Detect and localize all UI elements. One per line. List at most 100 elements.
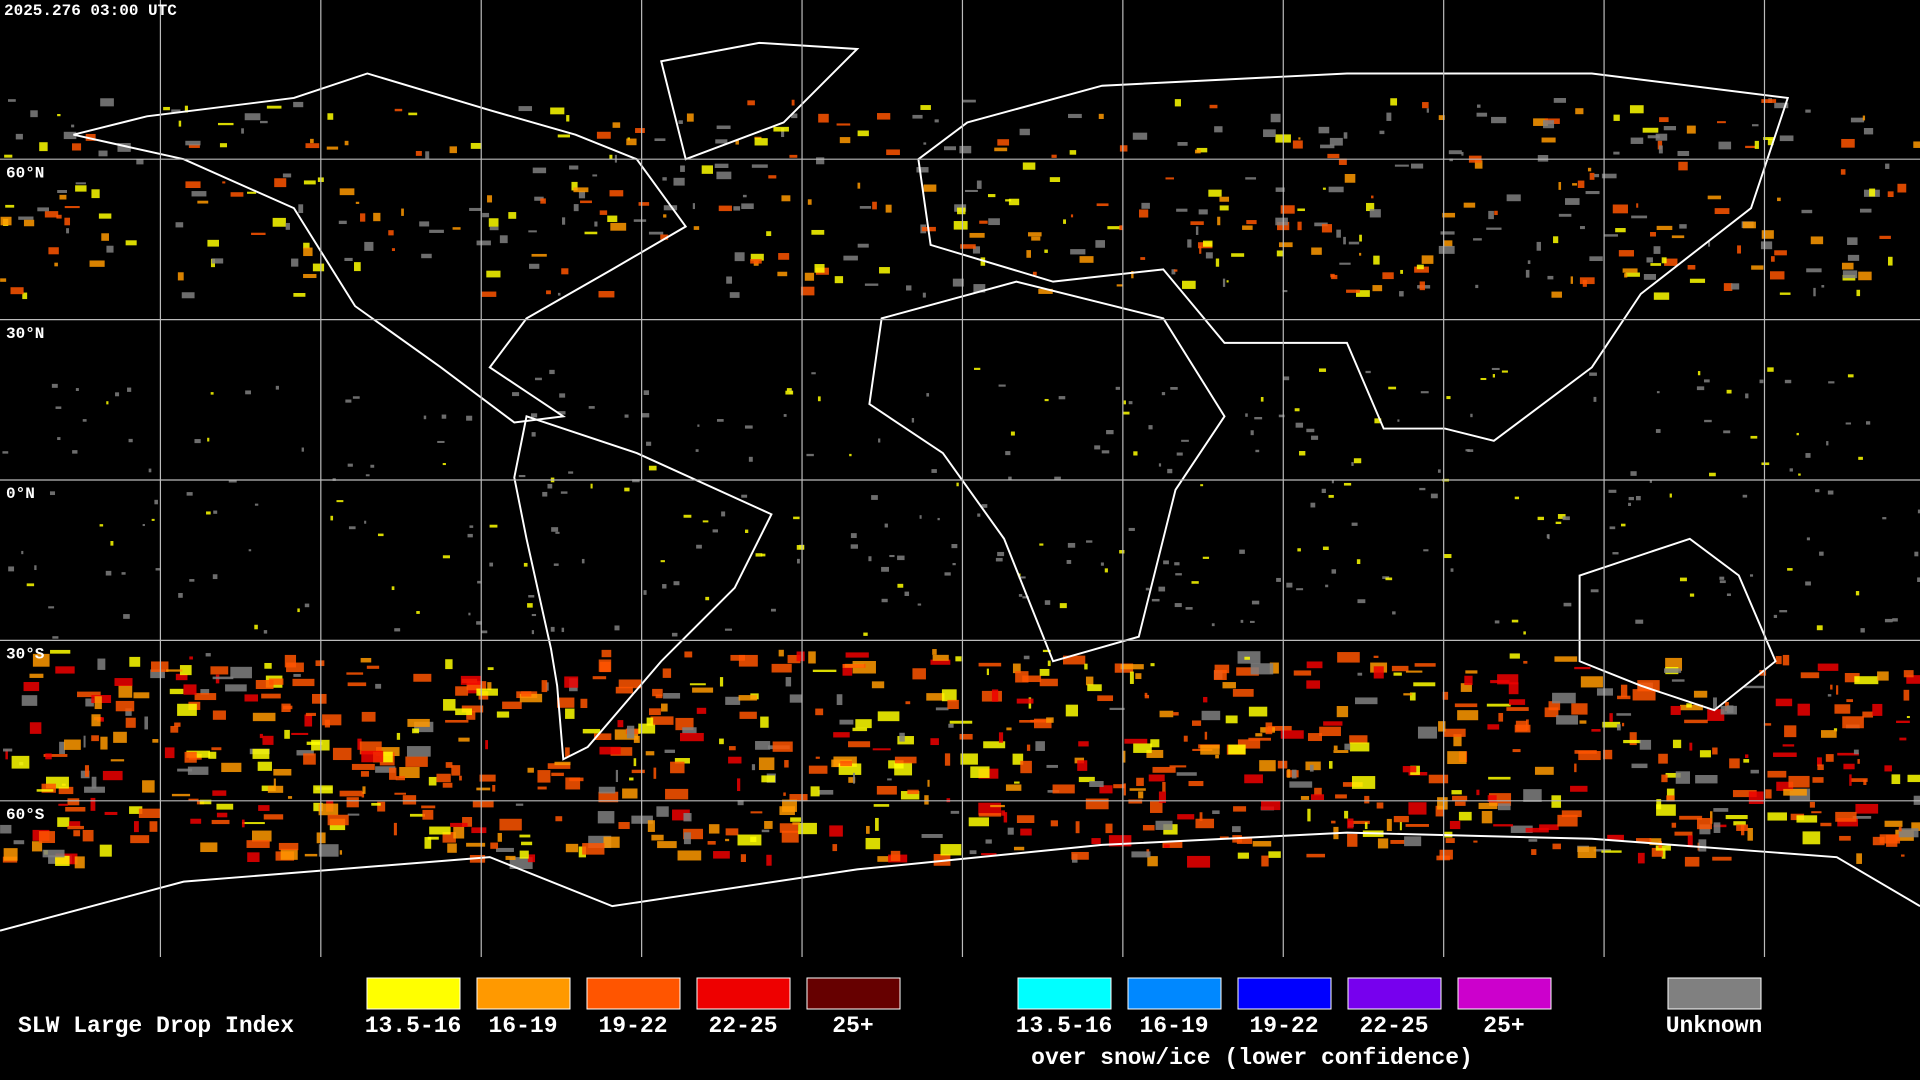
cloud-patch — [1128, 527, 1135, 531]
cloud-patch — [190, 818, 202, 824]
cloud-patch — [1775, 656, 1782, 665]
cloud-patch — [1348, 241, 1360, 245]
cloud-patch — [318, 803, 339, 816]
cloud-patch — [441, 414, 447, 419]
cloud-patch — [1038, 288, 1053, 294]
cloud-patch — [0, 278, 7, 282]
legend-swatch — [1127, 977, 1222, 1010]
cloud-patch — [1095, 240, 1105, 248]
cloud-patch — [1385, 577, 1393, 581]
cloud-patch — [1841, 262, 1854, 270]
cloud-patch — [610, 222, 627, 231]
cloud-patch — [955, 656, 962, 662]
cloud-patch — [1306, 680, 1321, 689]
cloud-patch — [377, 533, 384, 537]
cloud-patch — [1150, 801, 1163, 813]
cloud-patch — [962, 99, 976, 103]
cloud-patch — [876, 785, 897, 795]
cloud-patch — [760, 716, 769, 728]
cloud-patch — [1543, 120, 1555, 129]
cloud-patch — [90, 797, 96, 811]
cloud-patch — [1399, 822, 1402, 831]
cloud-patch — [818, 113, 829, 123]
cloud-patch — [1297, 221, 1302, 231]
cloud-patch — [785, 677, 792, 687]
cloud-patch — [1761, 99, 1777, 103]
cloud-patch — [1580, 676, 1603, 688]
cloud-patch — [175, 673, 188, 681]
cloud-patch — [273, 778, 276, 790]
cloud-patch — [1359, 252, 1362, 256]
cloud-patch — [671, 632, 678, 637]
cloud-patch — [1649, 838, 1662, 846]
cloud-patch — [1252, 841, 1272, 847]
cloud-patch — [1767, 770, 1787, 778]
cloud-patch — [22, 292, 28, 300]
cloud-patch — [1277, 760, 1288, 769]
cloud-patch — [652, 688, 663, 697]
cloud-patch — [806, 453, 814, 457]
cloud-patch — [63, 131, 77, 140]
cloud-patch — [1885, 163, 1890, 169]
cloud-patch — [1364, 795, 1370, 804]
cloud-patch — [565, 843, 579, 853]
cloud-patch — [461, 705, 484, 713]
cloud-patch — [1022, 162, 1036, 170]
cloud-patch — [1428, 774, 1449, 784]
cloud-patch — [1318, 368, 1327, 372]
cloud-patch — [18, 216, 34, 220]
cloud-patch — [481, 291, 497, 297]
cloud-patch — [91, 735, 99, 742]
cloud-patch — [1558, 213, 1572, 217]
cloud-patch — [1826, 441, 1829, 446]
cloud-patch — [293, 101, 304, 108]
cloud-patch — [653, 767, 657, 779]
cloud-patch — [117, 143, 131, 152]
cloud-patch — [1575, 108, 1584, 115]
cloud-patch — [730, 654, 745, 661]
cloud-patch — [1732, 790, 1757, 798]
cloud-patch — [1494, 210, 1498, 216]
cloud-patch — [1460, 683, 1472, 692]
cloud-patch — [1292, 140, 1303, 149]
cloud-patch — [646, 441, 652, 446]
cloud-patch — [154, 499, 158, 505]
cloud-patch — [1105, 823, 1113, 834]
cloud-patch — [1713, 808, 1729, 812]
cloud-patch — [23, 219, 35, 227]
cloud-patch — [1784, 725, 1797, 738]
cloud-patch — [470, 142, 482, 149]
cloud-patch — [1670, 705, 1681, 715]
cloud-patch — [1242, 225, 1253, 230]
latitude-label: 30°N — [6, 325, 44, 343]
cloud-patch — [1613, 151, 1620, 155]
cloud-patch — [1856, 853, 1862, 864]
cloud-patch — [1422, 102, 1429, 109]
cloud-patch — [588, 406, 595, 409]
cloud-patch — [674, 758, 690, 764]
cloud-patch — [1506, 194, 1521, 202]
cloud-patch — [1767, 812, 1787, 821]
cloud-patch — [476, 688, 498, 696]
cloud-patch — [1222, 278, 1226, 287]
cloud-patch — [1331, 480, 1334, 484]
cloud-patch — [1026, 250, 1032, 258]
cloud-patch — [305, 712, 317, 716]
cloud-patch — [303, 247, 313, 257]
cloud-patch — [1442, 728, 1466, 737]
cloud-patch — [1487, 724, 1500, 730]
legend-label: 19-22 — [598, 1013, 667, 1039]
cloud-patch — [1267, 725, 1292, 731]
cloud-patch — [1115, 386, 1121, 390]
cloud-patch — [136, 159, 144, 165]
cloud-patch — [1689, 593, 1695, 597]
cloud-patch — [1723, 430, 1731, 434]
cloud-patch — [360, 213, 366, 222]
cloud-patch — [476, 240, 491, 246]
cloud-patch — [416, 611, 420, 614]
cloud-patch — [443, 699, 456, 711]
cloud-patch — [729, 292, 740, 298]
cloud-patch — [771, 663, 792, 673]
cloud-patch — [291, 258, 299, 267]
cloud-patch — [1720, 705, 1737, 715]
